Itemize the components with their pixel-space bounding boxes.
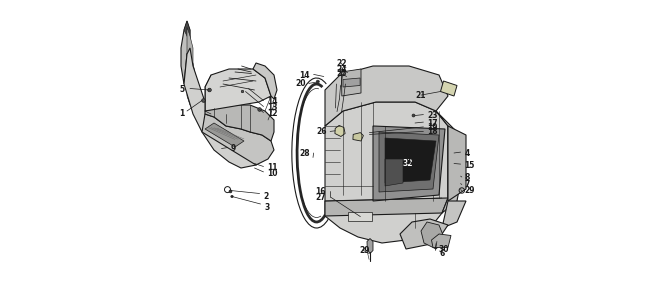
Polygon shape — [385, 159, 403, 186]
Circle shape — [208, 88, 211, 92]
Text: 21: 21 — [415, 92, 426, 100]
Text: 30: 30 — [438, 245, 449, 254]
Text: 11: 11 — [267, 164, 278, 172]
Text: 5: 5 — [179, 85, 185, 94]
Text: 32: 32 — [406, 158, 417, 166]
Polygon shape — [205, 105, 274, 141]
Text: 18: 18 — [427, 128, 437, 136]
Polygon shape — [325, 66, 448, 126]
Text: 32: 32 — [402, 159, 413, 168]
Circle shape — [202, 99, 205, 102]
Text: 22: 22 — [337, 58, 347, 68]
Circle shape — [258, 108, 261, 111]
Text: 25: 25 — [337, 69, 347, 78]
Polygon shape — [325, 198, 448, 216]
Circle shape — [231, 195, 233, 198]
Polygon shape — [379, 132, 439, 192]
Circle shape — [241, 90, 244, 93]
Polygon shape — [353, 133, 363, 141]
Text: 9: 9 — [231, 144, 236, 153]
Polygon shape — [441, 81, 457, 96]
Polygon shape — [341, 69, 361, 96]
Text: 13: 13 — [267, 103, 278, 112]
Polygon shape — [253, 63, 277, 99]
Text: 29: 29 — [359, 246, 369, 255]
Polygon shape — [448, 126, 466, 201]
Polygon shape — [202, 114, 274, 165]
Circle shape — [412, 114, 415, 117]
Text: 27: 27 — [315, 194, 326, 202]
Text: 1: 1 — [179, 110, 185, 118]
Polygon shape — [184, 21, 190, 48]
Polygon shape — [421, 222, 445, 249]
Polygon shape — [432, 234, 451, 247]
Text: 4: 4 — [465, 148, 470, 158]
Text: 24: 24 — [337, 64, 347, 74]
Text: 15: 15 — [465, 160, 475, 169]
Text: 14: 14 — [300, 70, 310, 80]
Text: 8: 8 — [465, 172, 470, 182]
Bar — [348, 212, 372, 220]
Text: 12: 12 — [267, 110, 278, 118]
Circle shape — [229, 190, 232, 193]
Text: 19: 19 — [427, 123, 437, 132]
Polygon shape — [205, 123, 244, 147]
Polygon shape — [205, 69, 271, 111]
Polygon shape — [187, 54, 196, 105]
Text: 23: 23 — [427, 111, 437, 120]
Text: 29: 29 — [464, 186, 474, 195]
Polygon shape — [343, 78, 360, 87]
Polygon shape — [335, 125, 345, 136]
Polygon shape — [436, 111, 463, 213]
Text: 20: 20 — [295, 80, 306, 88]
Text: 6: 6 — [439, 249, 444, 258]
Polygon shape — [325, 102, 448, 243]
Text: 7: 7 — [465, 180, 470, 189]
Polygon shape — [442, 201, 466, 228]
Polygon shape — [181, 21, 190, 84]
Polygon shape — [385, 138, 436, 183]
Text: 16: 16 — [315, 188, 326, 196]
Polygon shape — [367, 238, 373, 253]
Text: 10: 10 — [267, 169, 278, 178]
Text: 3: 3 — [265, 202, 270, 211]
Text: 32: 32 — [402, 159, 413, 168]
Polygon shape — [400, 219, 448, 249]
Polygon shape — [373, 126, 445, 201]
Text: 17: 17 — [427, 118, 437, 127]
Text: 28: 28 — [300, 149, 310, 158]
Text: 26: 26 — [316, 127, 326, 136]
Text: 14: 14 — [267, 98, 278, 106]
Text: 2: 2 — [263, 192, 268, 201]
Polygon shape — [187, 27, 193, 84]
Circle shape — [317, 80, 319, 83]
Polygon shape — [184, 48, 268, 168]
